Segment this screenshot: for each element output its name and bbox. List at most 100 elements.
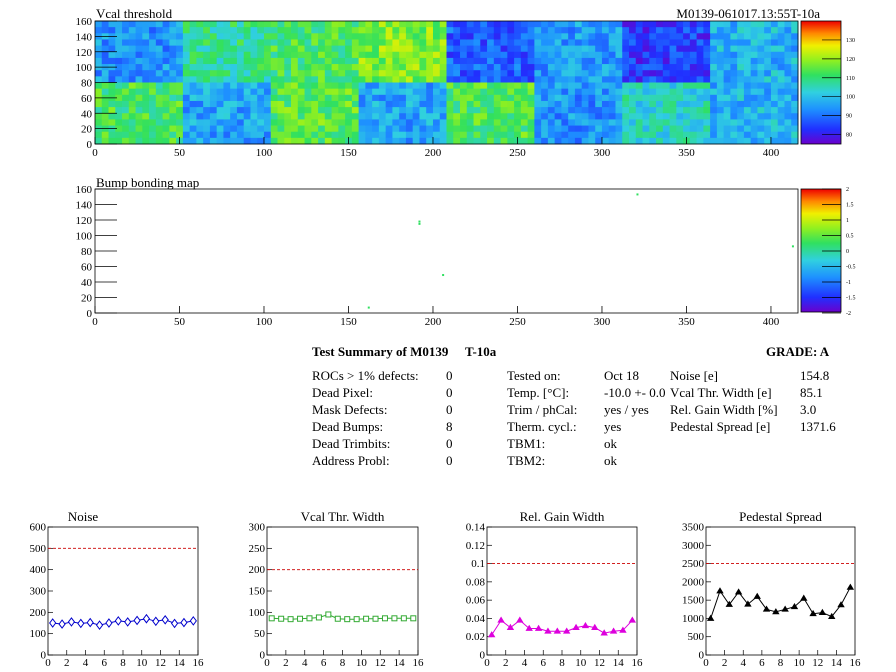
heatmap-cell [629,39,637,46]
heatmap-cell [635,131,643,139]
heatmap-cell [412,137,420,145]
heatmap-cell [635,76,643,83]
heatmap-cell [236,76,245,83]
heatmap-cell [149,137,157,145]
heatmap-cell [514,107,522,114]
heatmap-cell [446,33,454,40]
heatmap-cell [615,57,623,65]
heatmap-cell [426,107,434,114]
y-tick-label: 20 [81,293,93,305]
heatmap-cell [473,131,481,139]
heatmap-cell [392,137,400,145]
heatmap-cell [716,94,725,102]
heatmap-cell [703,27,711,34]
heatmap-cell [520,27,529,34]
heatmap-cell [128,39,136,46]
heatmap-cell [493,94,501,102]
heatmap-cell [662,64,670,71]
heatmap-cell [764,76,772,83]
heatmap-cell [656,21,664,28]
heatmap-cell [216,45,224,53]
heatmap-cell [500,119,508,126]
heatmap-cell [683,100,691,108]
heatmap-cell [595,125,603,133]
heatmap-cell [365,94,373,102]
heatmap-cell [480,64,488,71]
x-tick-label: 8 [559,657,565,669]
heatmap-cell [284,64,292,71]
heatmap-cell [250,76,258,83]
heatmap-cell [696,125,704,133]
y-tick-label: 0.1 [471,558,485,570]
heatmap-cell [480,131,488,139]
heatmap-cell [554,137,562,145]
heatmap-cell [480,125,488,133]
heatmap-cell [358,64,366,71]
heatmap-cell [507,27,515,34]
heatmap-cell [716,27,725,34]
heatmap-cell [439,33,447,40]
heatmap-cell [372,82,380,90]
heatmap-cell [284,51,292,59]
heatmap-cell [750,21,758,28]
heatmap-cell [122,125,130,133]
heatmap-cell [318,88,326,96]
heatmap-cell [297,82,305,90]
x-tick-label: 16 [632,657,644,669]
heatmap-cell [243,125,251,133]
heatmap-cell [716,88,725,96]
heatmap-cell [385,94,393,102]
heatmap-cell [378,119,387,126]
heatmap-cell [473,39,481,46]
heatmap-cell [791,88,799,96]
heatmap-cell [527,137,535,145]
heatmap-cell [669,64,677,71]
data-point [781,605,789,612]
heatmap-cell [189,70,197,77]
heatmap-cell [318,64,326,71]
heatmap-cell [203,57,211,65]
heatmap-cell [601,88,610,96]
heatmap-cell [209,70,218,77]
heatmap-cell [487,33,495,40]
heatmap-cell [135,100,143,108]
heatmap-cell [500,131,508,139]
heatmap-cell [331,113,339,120]
heatmap-cell [480,119,488,126]
heatmap-cell [581,125,589,133]
heatmap-cell [358,21,366,28]
heatmap-cell [128,33,136,40]
heatmap-cell [304,94,312,102]
heatmap-cell [595,76,603,83]
heatmap-cell [108,107,116,114]
heatmap-cell [405,94,414,102]
heatmap-cell [351,27,360,34]
heatmap-cell [284,107,292,114]
heatmap-cell [446,137,454,145]
heatmap-cell [588,33,596,40]
heatmap-cell [507,64,515,71]
heatmap-cell [209,33,218,40]
colorbar-tick-label: -1 [846,280,851,286]
heatmap-cell [730,45,738,53]
heatmap-cell [338,51,346,59]
heatmap-cell [595,94,603,102]
heatmap-cell [419,33,427,40]
heatmap-cell [466,88,474,96]
heatmap-cell [460,39,468,46]
heatmap-cell [385,137,393,145]
heatmap-cell [500,137,508,145]
heatmap-cell [757,64,765,71]
heatmap-cell [331,64,339,71]
heatmap-cell [466,27,474,34]
heatmap-cell [230,88,238,96]
heatmap-cell [257,119,265,126]
heatmap-cell [162,51,170,59]
x-tick-label: 4 [302,657,308,669]
x-tick-label: 2 [64,657,70,669]
heatmap-cell [372,119,380,126]
heatmap-cell [338,119,346,126]
y-tick-label: 40 [81,108,93,120]
heatmap-cell [216,39,224,46]
